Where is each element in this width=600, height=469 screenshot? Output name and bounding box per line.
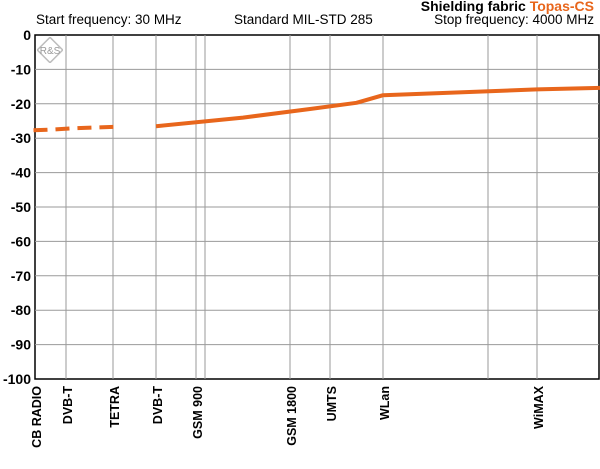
y-tick-label-0: 0: [23, 27, 31, 43]
x-tick-label-5: GSM 1800: [285, 386, 299, 446]
title-product: Topas-CS: [529, 0, 594, 14]
x-tick-label-3: DVB-T: [151, 386, 165, 425]
y-tick-label-5: -50: [11, 199, 31, 215]
series-line-1-solid: [155, 85, 600, 129]
title-prefix: Shielding fabric: [420, 0, 526, 14]
y-tick-label-1: -10: [11, 61, 31, 77]
y-tick-labels: 0 -10 -20 -30 -40 -50 -60 -70 -80 -90 -100: [3, 27, 31, 387]
x-tick-label-1: DVB-T: [61, 386, 75, 425]
rs-logo-icon: R&S: [37, 37, 63, 63]
rs-logo-text: R&S: [40, 46, 61, 57]
series-group: [33, 85, 600, 133]
standard-label: Standard MIL-STD 285: [234, 12, 373, 27]
x-tick-label-4: GSM 900: [191, 386, 205, 439]
start-frequency-label: Start frequency: 30 MHz: [36, 12, 182, 27]
x-tick-label-0: CB RADIO: [30, 386, 44, 448]
stop-frequency-label: Stop frequency: 4000 MHz: [434, 12, 594, 27]
y-tick-label-9: -90: [11, 337, 31, 353]
y-tick-label-6: -60: [11, 233, 31, 249]
x-tick-labels: CB RADIO DVB-T TETRA DVB-T GSM 900 GSM 1800 UM…: [30, 385, 546, 447]
x-tick-label-6: UMTS: [325, 386, 339, 421]
chart-title: Shielding fabric Topas-CS: [421, 0, 594, 14]
y-tick-label-8: -80: [11, 302, 31, 318]
x-tick-label-2: TETRA: [108, 386, 122, 428]
x-tick-label-8: WiMAX: [532, 385, 546, 429]
y-tick-label-10: -100: [3, 371, 31, 387]
y-tick-label-3: -30: [11, 130, 31, 146]
x-tick-label-7: WLan: [378, 386, 392, 420]
y-tick-label-2: -20: [11, 96, 31, 112]
y-tick-label-4: -40: [11, 165, 31, 181]
grid-lines: [35, 35, 599, 379]
y-tick-label-7: -70: [11, 268, 31, 284]
series-line-0-dashed: [33, 124, 118, 133]
